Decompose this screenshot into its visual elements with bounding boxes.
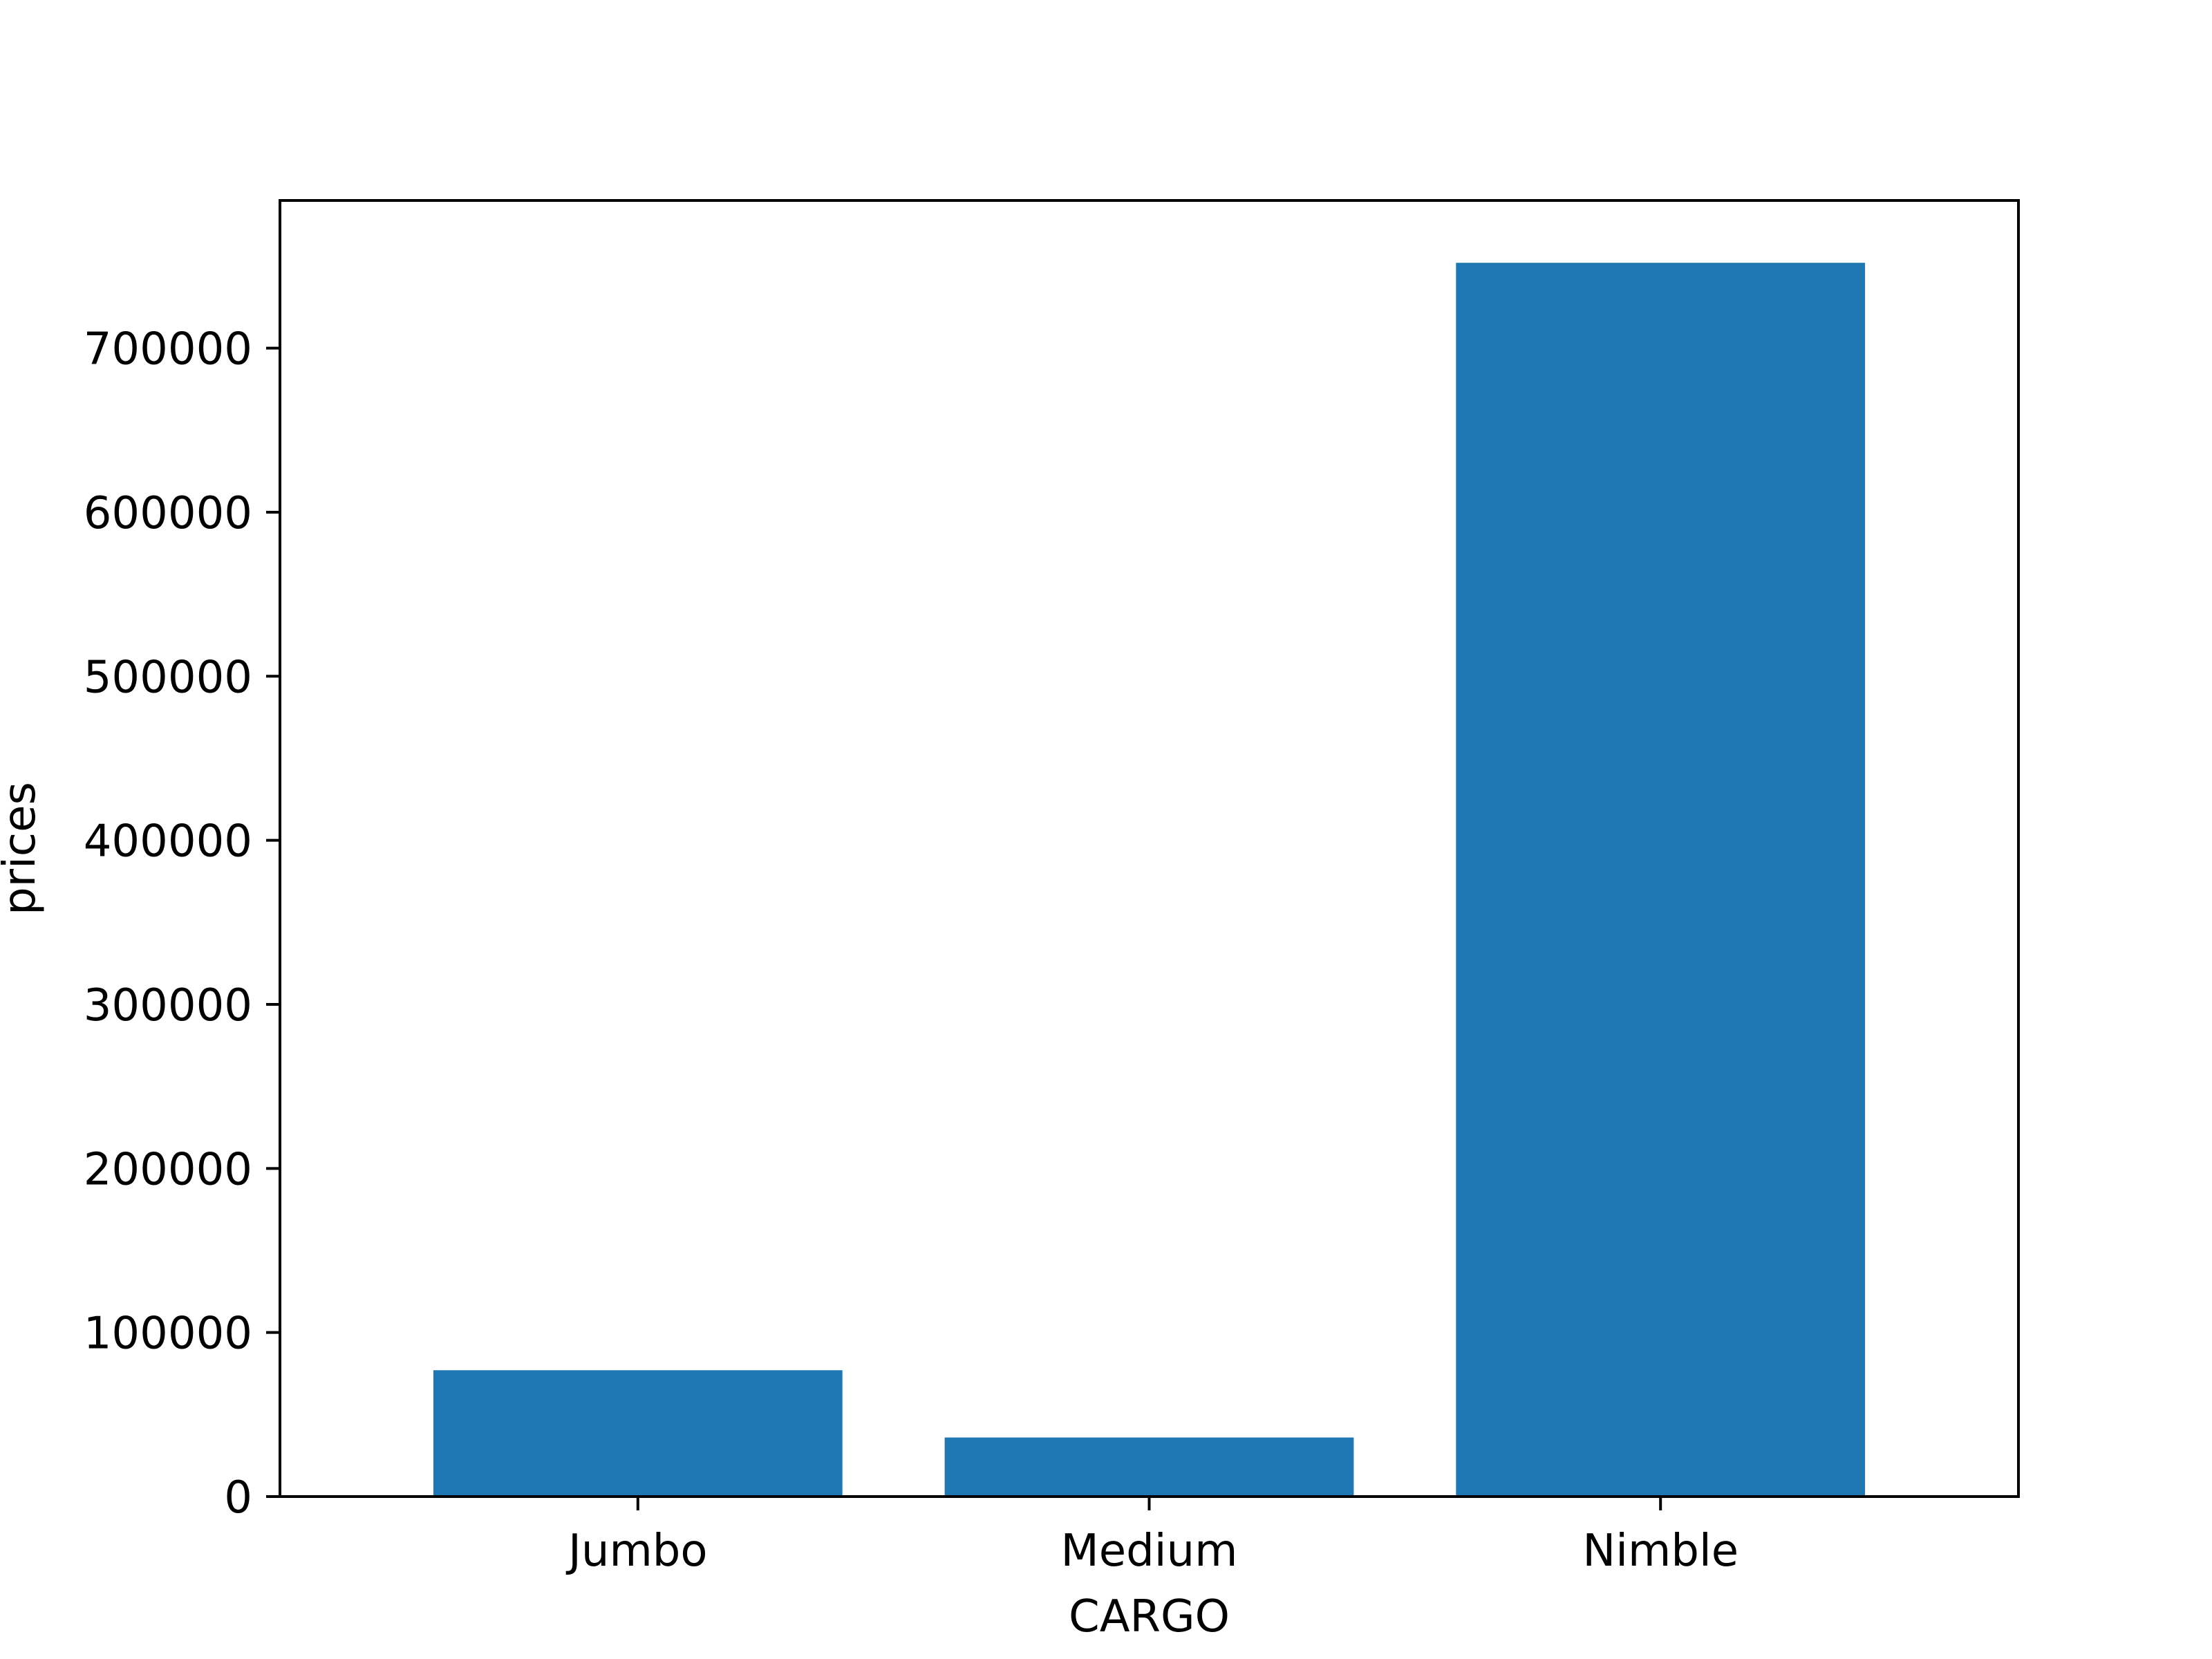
bar-jumbo xyxy=(433,1370,843,1497)
y-axis-ticks: 0 100000 200000 300000 400000 500000 600000 700… xyxy=(84,324,280,1524)
x-tick-label: Jumbo xyxy=(565,1526,708,1577)
y-tick-label: 200000 xyxy=(84,1144,252,1195)
y-tick-label: 400000 xyxy=(84,816,252,868)
y-tick-label: 300000 xyxy=(84,980,252,1031)
plot-frame xyxy=(279,199,2020,1498)
y-tick-label: 500000 xyxy=(84,652,252,703)
x-tick-label: Medium xyxy=(1061,1526,1238,1577)
y-tick-label: 700000 xyxy=(84,324,252,375)
bar-nimble xyxy=(1456,263,1866,1497)
y-tick-label: 100000 xyxy=(84,1309,252,1360)
y-tick-label: 0 xyxy=(224,1472,252,1524)
bar-medium xyxy=(944,1437,1354,1497)
y-tick-label: 600000 xyxy=(84,488,252,539)
x-axis-label: CARGO xyxy=(1069,1591,1230,1642)
bars-group xyxy=(433,263,1866,1497)
y-axis-label: prices xyxy=(0,782,46,915)
x-tick-label: Nimble xyxy=(1582,1526,1738,1577)
x-axis-ticks: Jumbo Medium Nimble xyxy=(565,1497,1738,1577)
